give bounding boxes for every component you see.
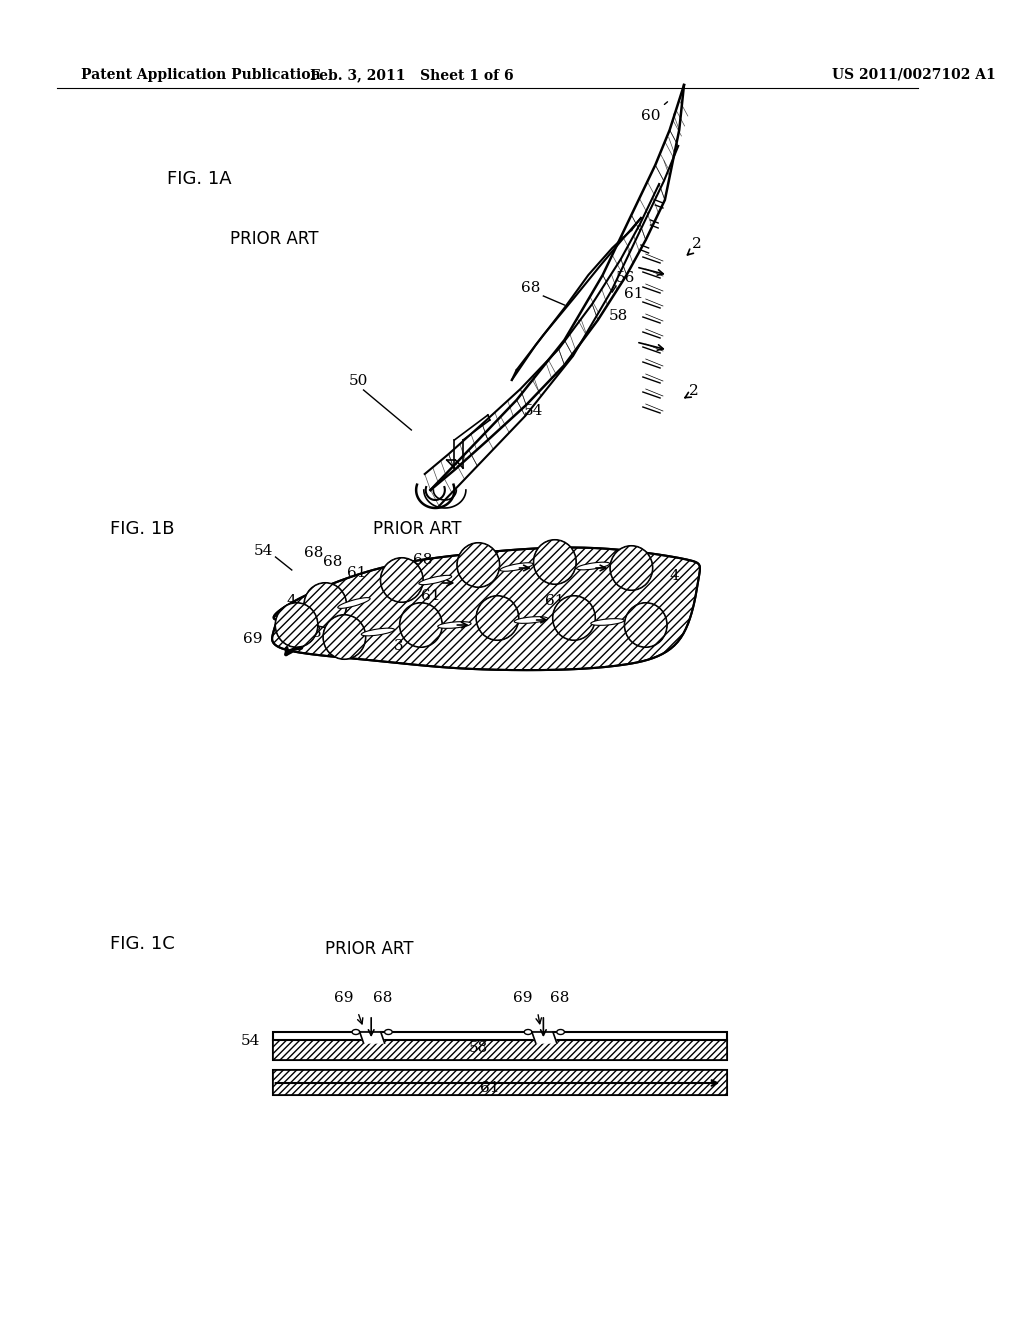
- Text: 54: 54: [241, 1034, 260, 1048]
- Circle shape: [458, 543, 500, 587]
- Text: PRIOR ART: PRIOR ART: [373, 520, 462, 539]
- FancyBboxPatch shape: [272, 1071, 727, 1096]
- Polygon shape: [272, 548, 700, 671]
- Text: 58: 58: [608, 309, 628, 323]
- Text: FIG. 1C: FIG. 1C: [110, 935, 175, 953]
- FancyBboxPatch shape: [272, 1071, 727, 1096]
- Text: 54: 54: [253, 544, 272, 558]
- Text: 68: 68: [324, 554, 342, 569]
- Polygon shape: [531, 1032, 557, 1043]
- Text: 4: 4: [670, 569, 679, 583]
- Circle shape: [534, 540, 575, 583]
- Text: Patent Application Publication: Patent Application Publication: [81, 69, 321, 82]
- Text: 68: 68: [414, 553, 433, 568]
- Text: 68: 68: [521, 281, 541, 294]
- Text: 69: 69: [335, 991, 354, 1005]
- Ellipse shape: [419, 576, 452, 585]
- Text: PRIOR ART: PRIOR ART: [229, 230, 318, 248]
- Text: FIG. 1B: FIG. 1B: [110, 520, 174, 539]
- Text: 56: 56: [616, 271, 636, 285]
- Polygon shape: [272, 548, 700, 671]
- Text: 68: 68: [550, 991, 569, 1005]
- Text: 2: 2: [691, 238, 701, 251]
- Circle shape: [610, 546, 652, 590]
- Text: 2: 2: [689, 384, 698, 399]
- FancyBboxPatch shape: [272, 1040, 727, 1060]
- Text: Feb. 3, 2011   Sheet 1 of 6: Feb. 3, 2011 Sheet 1 of 6: [309, 69, 513, 82]
- Text: 61: 61: [480, 1081, 500, 1096]
- Circle shape: [304, 583, 346, 627]
- FancyBboxPatch shape: [272, 1040, 727, 1060]
- Text: FIG. 1A: FIG. 1A: [167, 170, 232, 187]
- Ellipse shape: [577, 562, 609, 570]
- FancyBboxPatch shape: [272, 1032, 727, 1040]
- Circle shape: [381, 558, 423, 602]
- Text: 58: 58: [469, 1041, 488, 1055]
- Text: 50: 50: [349, 374, 369, 388]
- Ellipse shape: [524, 1030, 531, 1035]
- Circle shape: [324, 615, 366, 659]
- Circle shape: [476, 597, 518, 640]
- Circle shape: [324, 615, 366, 659]
- Text: 3: 3: [312, 626, 322, 640]
- Text: 61: 61: [624, 286, 643, 301]
- Ellipse shape: [591, 619, 625, 626]
- Circle shape: [400, 603, 442, 647]
- Circle shape: [304, 583, 346, 627]
- Circle shape: [553, 597, 595, 640]
- Circle shape: [275, 603, 317, 647]
- Circle shape: [553, 597, 595, 640]
- Circle shape: [610, 546, 652, 590]
- Ellipse shape: [437, 622, 471, 628]
- Text: 69: 69: [513, 991, 532, 1005]
- Circle shape: [625, 603, 667, 647]
- Ellipse shape: [361, 628, 394, 636]
- Polygon shape: [359, 1032, 385, 1043]
- Circle shape: [275, 603, 317, 647]
- Circle shape: [458, 543, 500, 587]
- Text: 61: 61: [347, 566, 367, 579]
- Ellipse shape: [557, 1030, 564, 1035]
- Circle shape: [381, 558, 423, 602]
- Text: 68: 68: [304, 546, 324, 560]
- Ellipse shape: [514, 616, 548, 623]
- Text: 4: 4: [287, 594, 297, 609]
- Circle shape: [476, 597, 518, 640]
- Text: US 2011/0027102 A1: US 2011/0027102 A1: [833, 69, 996, 82]
- Circle shape: [400, 603, 442, 647]
- Ellipse shape: [385, 1030, 392, 1035]
- Text: 61: 61: [421, 589, 440, 603]
- Text: 61: 61: [546, 594, 565, 609]
- Circle shape: [534, 540, 575, 583]
- Text: 54: 54: [524, 404, 544, 418]
- Text: PRIOR ART: PRIOR ART: [326, 940, 414, 958]
- Text: 3: 3: [394, 639, 403, 653]
- Text: 68: 68: [373, 991, 392, 1005]
- Text: 60: 60: [641, 102, 668, 123]
- Circle shape: [625, 603, 667, 647]
- Text: 69: 69: [243, 632, 262, 645]
- Ellipse shape: [338, 598, 370, 609]
- Ellipse shape: [352, 1030, 359, 1035]
- Ellipse shape: [500, 562, 534, 572]
